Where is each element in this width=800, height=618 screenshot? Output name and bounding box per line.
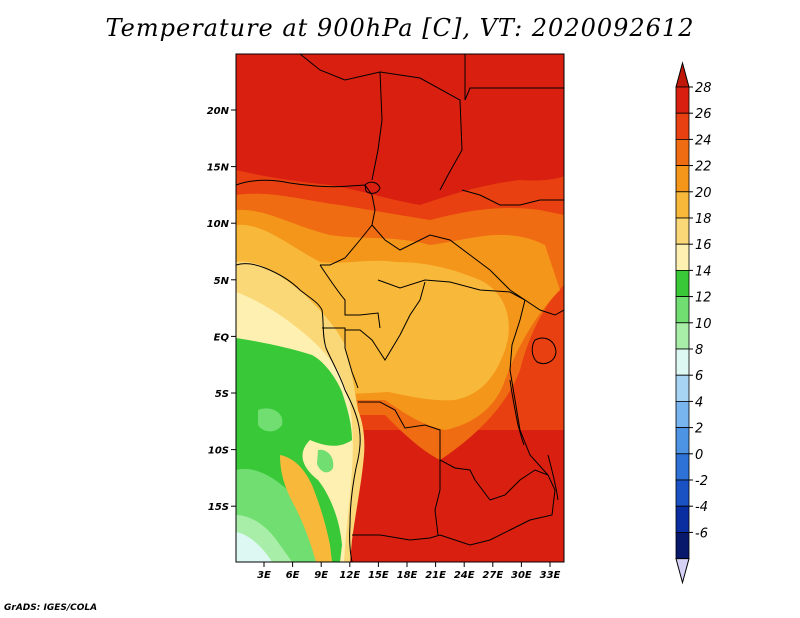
colorbar-segment xyxy=(675,322,690,350)
lon-tick-label: 9E xyxy=(314,570,328,581)
colorbar-segment xyxy=(675,400,690,428)
colorbar-bottom-cap xyxy=(675,558,690,585)
colorbar-segment xyxy=(675,138,690,166)
lat-tick-label: 5S xyxy=(215,389,229,400)
colorbar-label: 2 xyxy=(695,422,703,437)
colorbar-segment xyxy=(675,165,690,193)
latitude-axis: 20N 15N 10N 5N EQ 5S 10S 15S xyxy=(207,106,236,513)
colorbar-segment xyxy=(675,217,690,245)
lon-tick-label: 3E xyxy=(257,570,271,581)
border-cameroon xyxy=(319,264,381,329)
colorbar-label: 14 xyxy=(695,264,712,279)
temperature-field xyxy=(236,54,564,562)
lon-tick-label: 24E xyxy=(454,570,475,581)
border-zambia xyxy=(439,469,556,546)
colorbar-segment xyxy=(675,453,690,481)
colorbar-label: 20 xyxy=(695,186,712,201)
lon-tick-label: 6E xyxy=(286,570,300,581)
border-angola-zambia xyxy=(434,460,441,536)
coastline xyxy=(236,263,361,562)
lat-tick-label: 15S xyxy=(208,502,229,513)
colorbar-segment xyxy=(675,296,690,324)
border-gabon xyxy=(322,327,359,389)
lon-tick-label: 21E xyxy=(425,570,446,581)
lat-tick-label: 10N xyxy=(207,219,230,230)
lat-tick-label: 15N xyxy=(207,163,230,174)
colorbar-segment xyxy=(675,112,690,140)
border-angola-namibia xyxy=(352,534,441,541)
colorbar-label: 22 xyxy=(695,160,712,175)
colorbar-segment xyxy=(675,479,690,507)
country-borders xyxy=(236,54,564,562)
colorbar-segment xyxy=(675,191,690,219)
colorbar-top-cap xyxy=(675,61,690,88)
colorbar-segment xyxy=(675,243,690,271)
map-frame xyxy=(235,53,565,563)
lake-tanganyika xyxy=(509,379,525,446)
field-20-plateau xyxy=(280,455,332,562)
lon-tick-label: 18E xyxy=(397,570,418,581)
border-congo xyxy=(345,281,426,361)
colorbar-label: 10 xyxy=(695,317,712,332)
lake-chad xyxy=(364,181,381,194)
colorbar-segment xyxy=(675,348,690,376)
longitude-axis: 3E 6E 9E 12E 15E 18E 21E 24E 27E 30E 33E xyxy=(257,562,561,581)
colorbar-segment xyxy=(675,86,690,114)
colorbar-label: 6 xyxy=(695,369,703,384)
coastal-18-strip xyxy=(344,400,365,562)
colorbar-label: 26 xyxy=(695,107,712,122)
colorbar-label: -2 xyxy=(695,474,708,489)
border-niger-chad xyxy=(379,71,463,191)
credit-text: GrADS: IGES/COLA xyxy=(4,603,98,613)
colorbar-segment xyxy=(675,532,690,560)
field-8-region xyxy=(236,532,272,562)
colorbar-label: 8 xyxy=(695,343,703,358)
lake-malawi xyxy=(547,454,559,501)
colorbar-segment xyxy=(675,269,690,297)
colorbar-label: -6 xyxy=(695,526,708,541)
colorbar-segment xyxy=(675,505,690,533)
border-nigeria xyxy=(236,179,376,266)
colorbar-segment xyxy=(675,374,690,402)
colorbar-label: 4 xyxy=(695,395,703,410)
lat-tick-label: 20N xyxy=(207,106,230,117)
border-sudan-ssudan xyxy=(461,189,564,206)
colorbar-label: 24 xyxy=(695,133,712,148)
field-12-patch xyxy=(258,408,283,432)
colorbar-label: 28 xyxy=(695,81,712,96)
border-chad-car xyxy=(371,224,526,301)
border-ssudan-uganda xyxy=(524,299,564,316)
lat-tick-label: EQ xyxy=(214,332,230,343)
colorbar-segment xyxy=(675,427,690,455)
colorbar-label: -4 xyxy=(695,500,708,515)
colorbar-label: 16 xyxy=(695,238,712,253)
lat-tick-label: 10S xyxy=(208,446,229,457)
lake-victoria xyxy=(531,337,557,365)
border-libya-egypt xyxy=(464,54,564,101)
lon-tick-label: 27E xyxy=(482,570,503,581)
lat-tick-label: 5N xyxy=(214,276,230,287)
lon-tick-label: 33E xyxy=(540,570,561,581)
lon-tick-label: 15E xyxy=(368,570,389,581)
colorbar-label: 0 xyxy=(695,448,703,463)
field-12-patch-2 xyxy=(317,449,334,473)
colorbar-label: 12 xyxy=(695,291,712,306)
lon-tick-label: 12E xyxy=(339,570,360,581)
border-car-drc xyxy=(377,279,526,301)
border-drc-angola xyxy=(358,401,491,501)
border-east-africa xyxy=(509,299,549,476)
lon-tick-label: 30E xyxy=(511,570,532,581)
colorbar-label: 18 xyxy=(695,212,712,227)
chart-title: Temperature at 900hPa [C], VT: 202009261… xyxy=(105,14,695,42)
